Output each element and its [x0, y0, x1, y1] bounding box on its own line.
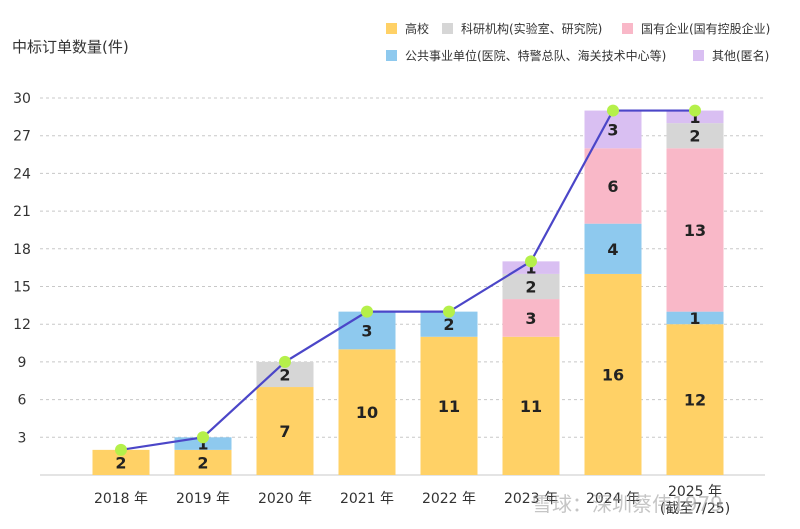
- bar-value-label: 2: [443, 315, 454, 334]
- bar-value-label: 3: [607, 120, 618, 139]
- bar-value-label: 11: [438, 397, 460, 416]
- y-tick-label: 6: [18, 393, 27, 409]
- bar-value-label: 1: [689, 108, 700, 127]
- legend-swatch: [442, 23, 453, 34]
- legend-swatch: [693, 50, 704, 61]
- legend-label: 其他(匿名): [712, 49, 770, 63]
- legend-swatch: [622, 23, 633, 34]
- totals-marker: [689, 104, 701, 117]
- x-tick-label: (截至7/25): [660, 501, 730, 517]
- bar-value-label: 2: [279, 365, 290, 384]
- bar-value-label: 4: [607, 240, 618, 259]
- bar-value-label: 2: [197, 453, 208, 472]
- x-tick-label: 2025 年: [668, 484, 722, 500]
- x-tick-label: 2023 年: [504, 491, 558, 507]
- bar-segment: [502, 336, 560, 475]
- bar-segment: [174, 449, 232, 475]
- bar-segment: [584, 148, 642, 224]
- y-tick-label: 18: [13, 242, 31, 258]
- legend-item: 高校: [386, 20, 429, 37]
- totals-marker: [361, 305, 373, 318]
- legend-label: 科研机构(实验室、研究院): [461, 22, 603, 36]
- y-axis-title: 中标订单数量(件): [12, 38, 129, 56]
- x-tick-label: 2020 年: [258, 491, 312, 507]
- bar-value-label: 13: [684, 221, 706, 240]
- bar-value-label: 16: [602, 365, 624, 384]
- bar-segment: [420, 336, 478, 475]
- bar-value-label: 12: [684, 391, 706, 410]
- totals-marker: [197, 431, 209, 444]
- legend-swatch: [386, 23, 397, 34]
- bar-segment: [666, 123, 724, 149]
- legend-label: 公共事业单位(医院、特警总队、海关技术中心等): [405, 49, 667, 63]
- bar-value-label: 11: [520, 397, 542, 416]
- bar-segment: [502, 273, 560, 300]
- totals-marker: [607, 104, 619, 117]
- y-tick-label: 15: [13, 280, 31, 296]
- x-tick-label: 2022 年: [422, 491, 476, 507]
- legend-label: 高校: [405, 22, 430, 36]
- bar-value-label: 3: [361, 321, 372, 340]
- legend-swatch: [386, 50, 397, 61]
- bar-segment: [338, 349, 396, 475]
- x-tick-label: 2018 年: [94, 491, 148, 507]
- bar-segment: [256, 387, 314, 475]
- totals-marker: [525, 255, 537, 268]
- bar-segment: [338, 311, 396, 350]
- bar-segment: [584, 110, 642, 149]
- bar-segment: [666, 311, 724, 325]
- y-tick-label: 21: [13, 204, 31, 220]
- y-tick-label: 3: [18, 430, 27, 446]
- bar-segment: [584, 223, 642, 274]
- bar-segment: [666, 324, 724, 475]
- x-tick-label: 2019 年: [176, 491, 230, 507]
- bar-value-label: 3: [525, 309, 536, 328]
- totals-marker: [115, 443, 127, 456]
- legend-item: 国有企业(国有控股企业): [622, 20, 770, 37]
- bar-value-label: 1: [689, 309, 700, 328]
- bar-segment: [502, 299, 560, 337]
- totals-marker: [279, 355, 291, 368]
- y-tick-label: 30: [13, 91, 31, 107]
- bar-value-label: 1: [197, 435, 208, 454]
- bar-value-label: 2: [115, 453, 126, 472]
- totals-line: [120, 109, 695, 451]
- bar-segment: [666, 110, 724, 124]
- bar-value-label: 2: [689, 127, 700, 146]
- bar-value-label: 2: [525, 278, 536, 297]
- x-tick-label: 2024 年: [586, 491, 640, 507]
- y-tick-label: 9: [18, 355, 27, 371]
- bar-value-label: 6: [607, 177, 618, 196]
- bar-value-label: 10: [356, 403, 378, 422]
- totals-marker: [443, 305, 455, 318]
- legend-item: 科研机构(实验室、研究院): [442, 20, 602, 37]
- legend-item: 其他(匿名): [693, 47, 769, 64]
- y-tick-label: 24: [13, 166, 31, 182]
- legend-label: 国有企业(国有控股企业): [641, 22, 771, 36]
- watermark: 雪球：深圳蔡伟1979: [532, 492, 723, 516]
- bar-value-label: 1: [525, 259, 536, 278]
- bar-segment: [584, 273, 642, 475]
- y-tick-label: 27: [13, 129, 31, 145]
- legend-item: 公共事业单位(医院、特警总队、海关技术中心等): [386, 47, 666, 64]
- bar-segment: [666, 148, 724, 312]
- x-tick-label: 2021 年: [340, 491, 394, 507]
- bar-value-label: 7: [279, 422, 290, 441]
- y-tick-label: 12: [13, 317, 31, 333]
